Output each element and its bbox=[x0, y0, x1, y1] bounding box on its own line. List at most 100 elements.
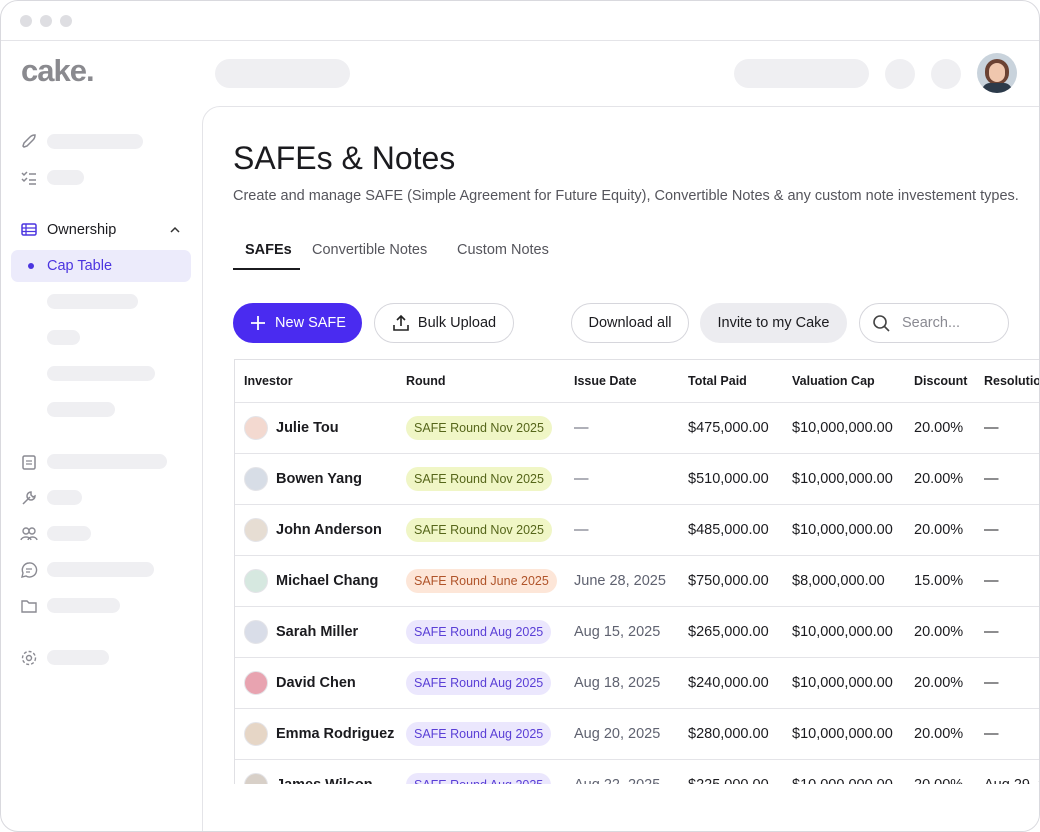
table-row[interactable]: Sarah Miller SAFE Round Aug 2025 Aug 15, 2… bbox=[235, 607, 1039, 658]
table-cell: Michael Chang bbox=[276, 573, 379, 589]
logo[interactable]: cake. bbox=[21, 53, 95, 88]
tab[interactable]: Custom Notes bbox=[457, 242, 549, 258]
table-cell: $10,000,000.00 bbox=[792, 726, 893, 742]
search-placeholder: Search... bbox=[902, 315, 961, 331]
table-cell: $10,000,000.00 bbox=[792, 420, 893, 436]
table-cell: June 28, 2025 bbox=[574, 573, 666, 589]
investor-avatar bbox=[244, 620, 268, 644]
row-divider bbox=[235, 402, 1039, 403]
investor-avatar bbox=[244, 569, 268, 593]
download-button[interactable]: Download all bbox=[571, 303, 689, 343]
new-button[interactable]: New SAFE bbox=[233, 303, 362, 343]
column-header: Discount bbox=[914, 374, 968, 388]
icon-chat[interactable] bbox=[20, 561, 38, 579]
row-divider bbox=[235, 657, 1039, 658]
table-cell: Sarah Miller bbox=[276, 624, 359, 640]
button-label: Bulk Upload bbox=[417, 315, 497, 331]
column-header: Issue Date bbox=[574, 374, 637, 388]
placeholder bbox=[47, 330, 80, 345]
icon-people[interactable] bbox=[20, 525, 38, 543]
upload-button[interactable]: Bulk Upload bbox=[374, 303, 514, 343]
icon-folder[interactable] bbox=[20, 597, 38, 615]
table-cell: Julie Tou bbox=[276, 420, 339, 436]
tab-underline bbox=[233, 268, 300, 270]
table: Investor Round Issue Date Total Paid Valuati… bbox=[234, 359, 1039, 784]
tab[interactable]: SAFEs bbox=[245, 242, 292, 258]
placeholder bbox=[47, 454, 167, 469]
header-bg bbox=[235, 360, 1039, 403]
placeholder bbox=[734, 59, 869, 88]
table-cell: 15.00% bbox=[914, 573, 964, 589]
icon-list[interactable] bbox=[20, 169, 38, 187]
column-header: Round bbox=[406, 374, 446, 388]
placeholder bbox=[931, 59, 961, 89]
icon-table[interactable] bbox=[20, 221, 38, 239]
table-cell: Emma Rodriguez bbox=[276, 726, 395, 742]
table-cell: $475,000.00 bbox=[688, 420, 769, 436]
page-subtitle: Create and manage SAFE (Simple Agreement… bbox=[233, 188, 1019, 204]
placeholder bbox=[47, 170, 84, 185]
table-cell: — bbox=[984, 624, 999, 640]
nav-item[interactable]: Cap Table bbox=[47, 258, 113, 274]
table-cell: 20.00% bbox=[914, 471, 964, 487]
column-header: Total Paid bbox=[688, 374, 747, 388]
table-cell: — bbox=[984, 522, 999, 538]
page-title: SAFEs & Notes bbox=[233, 140, 456, 176]
table-cell: — bbox=[574, 420, 589, 436]
icon-wrench[interactable] bbox=[20, 489, 38, 507]
icon-clipboard[interactable] bbox=[20, 453, 38, 471]
round-pill: SAFE Round Aug 2025 bbox=[406, 620, 552, 644]
table-cell: $10,000,000.00 bbox=[792, 471, 893, 487]
chevron[interactable] bbox=[169, 224, 181, 236]
investor-avatar bbox=[244, 467, 268, 491]
icon-settings[interactable] bbox=[20, 649, 38, 667]
round-pill: SAFE Round June 2025 bbox=[406, 569, 557, 593]
table-row[interactable]: Bowen Yang SAFE Round Nov 2025 — $510,000.0… bbox=[235, 454, 1039, 505]
placeholder bbox=[215, 59, 350, 88]
investor-avatar bbox=[244, 518, 268, 542]
table-cell: $8,000,000.00 bbox=[792, 573, 885, 589]
table-cell: 20.00% bbox=[914, 726, 964, 742]
table-row[interactable]: Emma Rodriguez SAFE Round Aug 2025 Aug 20,… bbox=[235, 709, 1039, 760]
table-row[interactable]: Michael Chang SAFE Round June 2025 June 28… bbox=[235, 556, 1039, 607]
placeholder bbox=[47, 294, 138, 309]
investor-avatar bbox=[244, 671, 268, 695]
nav-section[interactable]: Ownership bbox=[47, 222, 117, 238]
table-cell: Aug 22, 2025 bbox=[574, 777, 660, 784]
table-cell: $10,000,000.00 bbox=[792, 624, 893, 640]
table-cell: David Chen bbox=[276, 675, 356, 691]
button-label: Download all bbox=[588, 315, 672, 331]
divider bbox=[1, 40, 1039, 41]
invite-button[interactable]: Invite to my Cake bbox=[700, 303, 847, 343]
search-input[interactable]: Search... bbox=[859, 303, 1009, 343]
table-cell: $240,000.00 bbox=[688, 675, 769, 691]
table-row[interactable]: James Wilson SAFE Round Aug 2025 Aug 22, 2… bbox=[235, 760, 1039, 784]
round-pill: SAFE Round Nov 2025 bbox=[406, 518, 552, 542]
window-dot bbox=[60, 15, 72, 27]
table-row[interactable]: Julie Tou SAFE Round Nov 2025 — $475,000.00… bbox=[235, 403, 1039, 454]
user-avatar[interactable] bbox=[977, 53, 1017, 93]
tab[interactable]: Convertible Notes bbox=[312, 242, 428, 258]
table-cell: 20.00% bbox=[914, 624, 964, 640]
nav-active-bg[interactable] bbox=[11, 250, 191, 282]
row-divider bbox=[235, 453, 1039, 454]
table-cell: $750,000.00 bbox=[688, 573, 769, 589]
placeholder bbox=[47, 490, 82, 505]
table-cell: John Anderson bbox=[276, 522, 382, 538]
table-row[interactable]: John Anderson SAFE Round Nov 2025 — $485,00… bbox=[235, 505, 1039, 556]
table-cell: — bbox=[574, 522, 589, 538]
investor-avatar bbox=[244, 416, 268, 440]
table-row[interactable]: David Chen SAFE Round Aug 2025 Aug 18, 202… bbox=[235, 658, 1039, 709]
icon-rocket[interactable] bbox=[20, 133, 38, 151]
round-pill: SAFE Round Nov 2025 bbox=[406, 467, 552, 491]
table-cell: Bowen Yang bbox=[276, 471, 362, 487]
table-cell: $485,000.00 bbox=[688, 522, 769, 538]
table-cell: 20.00% bbox=[914, 675, 964, 691]
table-cell: 20.00% bbox=[914, 777, 963, 784]
table-cell: 20.00% bbox=[914, 420, 964, 436]
button-label: New SAFE bbox=[275, 315, 346, 331]
round-pill: SAFE Round Aug 2025 bbox=[406, 722, 552, 746]
table-cell: Aug 15, 2025 bbox=[574, 624, 661, 640]
placeholder bbox=[47, 134, 143, 149]
